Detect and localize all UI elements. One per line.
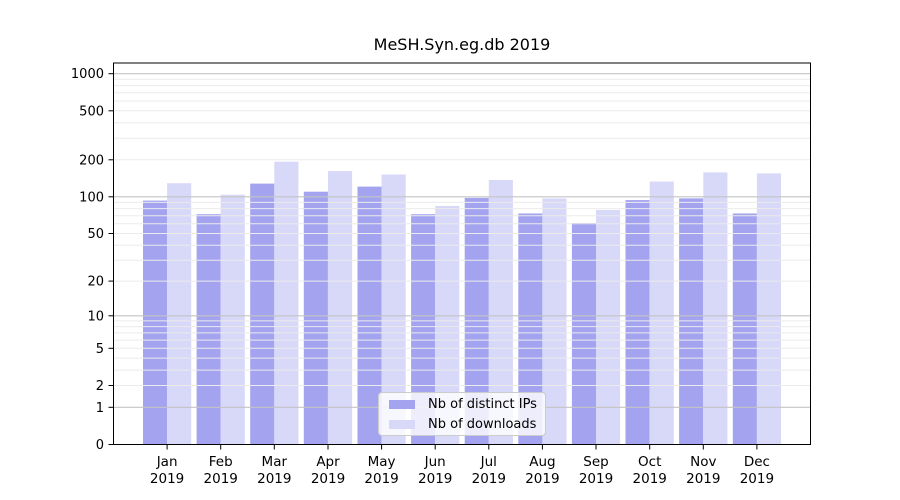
bar-downloads-jan xyxy=(167,183,192,445)
y-tick-label: 500 xyxy=(79,104,104,119)
x-tick-label-year: 2019 xyxy=(418,471,452,487)
y-tick-label: 1 xyxy=(96,401,104,416)
bar-downloads-aug xyxy=(542,198,567,445)
x-tick-label-month: Aug xyxy=(529,454,555,470)
legend-label-distinct-ips: Nb of distinct IPs xyxy=(428,396,537,412)
x-tick-label-month: Sep xyxy=(583,454,608,470)
bar-downloads-mar xyxy=(274,161,299,445)
gridlines-layer xyxy=(113,73,811,408)
legend-swatch-distinct-ips xyxy=(389,399,415,409)
y-tick-label: 0 xyxy=(96,438,104,453)
x-tick-label-year: 2019 xyxy=(633,471,667,487)
x-tick-label-month: Oct xyxy=(638,454,661,470)
y-tick-label: 10 xyxy=(87,309,104,324)
x-tick-label-year: 2019 xyxy=(472,471,506,487)
y-tick-label: 2 xyxy=(96,379,104,394)
bar-downloads-apr xyxy=(328,171,353,445)
legend-item-downloads: Nb of downloads xyxy=(387,417,537,432)
plot-border xyxy=(113,62,811,445)
legend-item-distinct-ips: Nb of distinct IPs xyxy=(387,397,537,412)
chart-title: MeSH.Syn.eg.db 2019 xyxy=(373,35,551,54)
bar-downloads-dec xyxy=(756,173,781,445)
x-tick-label-month: Nov xyxy=(690,454,716,470)
x-tick-label-month: Jan xyxy=(156,454,178,470)
bar-distinct-ips-jan xyxy=(143,200,168,445)
x-tick-label-month: Jul xyxy=(480,454,497,470)
y-tick-label: 20 xyxy=(87,275,104,290)
bar-downloads-nov xyxy=(703,172,728,445)
y-tick-label: 5 xyxy=(96,342,104,357)
y-tick-label: 200 xyxy=(79,153,104,168)
axes-layer xyxy=(108,62,811,450)
x-tick-label-year: 2019 xyxy=(525,471,559,487)
bar-downloads-feb xyxy=(220,194,245,445)
x-tick-label-month: Apr xyxy=(316,454,340,470)
bar-distinct-ips-nov xyxy=(679,198,704,445)
x-tick-label-year: 2019 xyxy=(364,471,398,487)
bar-downloads-oct xyxy=(649,181,674,445)
bar-downloads-sep xyxy=(596,210,621,445)
x-tick-label-month: May xyxy=(368,454,396,470)
x-tick-label-month: Feb xyxy=(209,454,233,470)
y-tick-label: 100 xyxy=(79,190,104,205)
x-tick-label-month: Dec xyxy=(744,454,770,470)
bar-distinct-ips-mar xyxy=(250,183,275,445)
bar-distinct-ips-oct xyxy=(625,200,650,445)
x-tick-label-year: 2019 xyxy=(257,471,291,487)
y-tick-label: 50 xyxy=(87,227,104,242)
legend-swatch-downloads xyxy=(389,419,415,429)
y-tick-label: 1000 xyxy=(71,67,104,82)
x-tick-label-year: 2019 xyxy=(579,471,613,487)
bar-distinct-ips-dec xyxy=(732,213,757,445)
axis-labels-layer: 01251020501002005001000Jan2019Feb2019Mar… xyxy=(71,67,774,487)
legend-label-downloads: Nb of downloads xyxy=(428,416,537,432)
x-tick-label-year: 2019 xyxy=(740,471,774,487)
x-tick-label-year: 2019 xyxy=(204,471,238,487)
bar-distinct-ips-feb xyxy=(196,214,221,445)
x-tick-label-year: 2019 xyxy=(150,471,184,487)
bar-distinct-ips-sep xyxy=(571,223,596,445)
x-tick-label-month: Jun xyxy=(424,454,446,470)
legend: Nb of distinct IPs Nb of downloads xyxy=(378,392,546,436)
x-tick-label-month: Mar xyxy=(262,454,288,470)
bar-distinct-ips-apr xyxy=(303,191,328,445)
x-tick-label-year: 2019 xyxy=(686,471,720,487)
x-tick-label-year: 2019 xyxy=(311,471,345,487)
